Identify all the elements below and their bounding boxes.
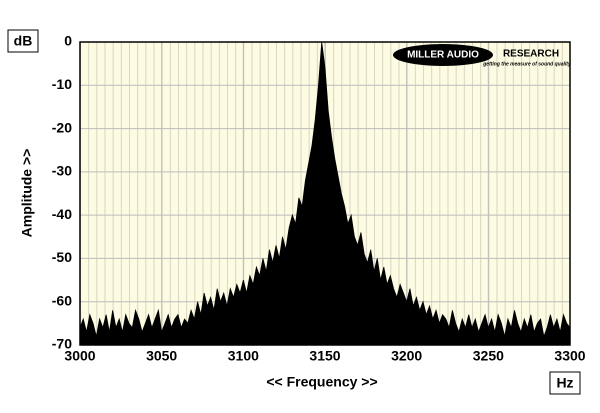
x-unit: Hz [556, 375, 573, 391]
x-tick-label: 3250 [473, 348, 504, 364]
x-tick-label: 3300 [554, 348, 585, 364]
x-tick-label: 3150 [309, 348, 340, 364]
y-tick-label: -30 [52, 163, 72, 179]
y-unit-box [7, 29, 39, 53]
logo: MILLER AUDIO RESEARCH getting the measur… [393, 44, 571, 67]
y-tick-label: -60 [52, 292, 72, 308]
logo-name: MILLER AUDIO [407, 50, 479, 61]
y-tick-label: -70 [52, 336, 72, 352]
x-unit-box [549, 371, 581, 395]
spectrum-area [79, 41, 571, 346]
x-tick-label: 3100 [228, 348, 259, 364]
x-tick-label: 3000 [64, 348, 95, 364]
y-tick-label: 0 [64, 33, 72, 49]
y-tick-label: -20 [52, 119, 72, 135]
logo-name2: RESEARCH [503, 49, 559, 60]
y-tick-label: -40 [52, 206, 72, 222]
y-tick-label: -10 [52, 76, 72, 92]
y-axis-label: Amplitude >> [19, 149, 35, 238]
x-tick-label: 3200 [391, 348, 422, 364]
y-unit: dB [14, 33, 33, 49]
x-axis-label: << Frequency >> [266, 374, 377, 390]
x-tick-label: 3050 [146, 348, 177, 364]
logo-ellipse [393, 44, 493, 66]
logo-tagline: getting the measure of sound quality [482, 61, 571, 67]
plot-frame [79, 41, 571, 346]
y-tick-label: -50 [52, 249, 72, 265]
